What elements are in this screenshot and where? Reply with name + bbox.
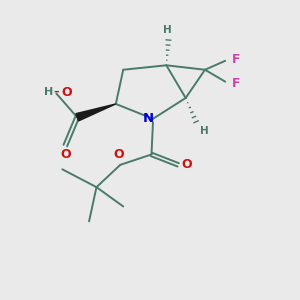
Polygon shape (76, 104, 116, 121)
Text: H: H (200, 126, 208, 136)
Text: H: H (44, 87, 53, 97)
Text: O: O (182, 158, 192, 171)
Text: F: F (232, 76, 240, 90)
Text: O: O (62, 85, 72, 98)
Text: H: H (163, 25, 171, 35)
Text: F: F (232, 53, 240, 66)
Text: N: N (143, 112, 154, 125)
Text: –: – (53, 87, 58, 97)
Text: O: O (113, 148, 124, 161)
Text: O: O (60, 148, 70, 161)
